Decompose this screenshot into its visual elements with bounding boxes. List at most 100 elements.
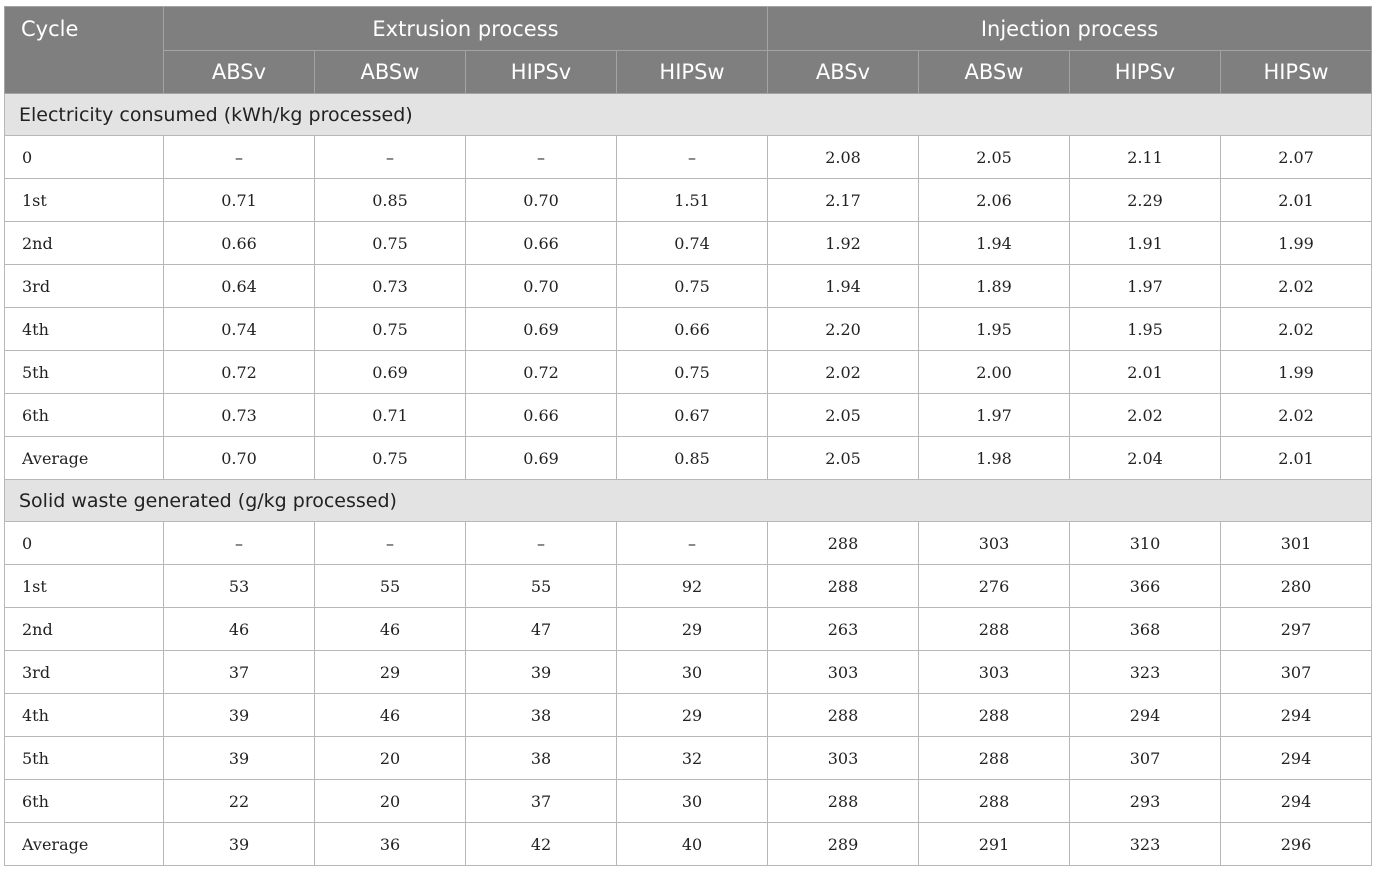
column-header: HIPSv — [1069, 50, 1221, 94]
value-cell: 2.29 — [1069, 178, 1221, 222]
cycle-label: 1st — [4, 178, 164, 222]
cycle-label: 0 — [4, 521, 164, 565]
value-cell: 2.02 — [1069, 393, 1221, 437]
value-cell: – — [465, 135, 617, 179]
section-title: Solid waste generated (g/kg processed) — [3, 479, 1373, 522]
value-cell: 288 — [767, 521, 919, 565]
value-cell: 1.97 — [1069, 264, 1221, 308]
value-cell: – — [616, 521, 768, 565]
value-cell: 288 — [918, 736, 1070, 780]
value-cell: 288 — [767, 779, 919, 823]
table-row: Average 0.70 0.75 0.69 0.85 2.05 1.98 2.04 2.01 — [4, 436, 1373, 480]
value-cell: 294 — [1219, 693, 1373, 737]
value-cell: 294 — [1219, 736, 1373, 780]
value-cell: 2.05 — [918, 135, 1070, 179]
value-cell: 310 — [1069, 521, 1221, 565]
value-cell: 1.95 — [918, 307, 1070, 351]
cycle-label: 1st — [4, 564, 164, 608]
value-cell: 40 — [616, 822, 768, 866]
value-cell: 276 — [918, 564, 1070, 608]
value-cell: 53 — [163, 564, 315, 608]
value-cell: 39 — [163, 693, 315, 737]
value-cell: 0.85 — [314, 178, 466, 222]
cycle-label: 6th — [4, 779, 164, 823]
value-cell: 2.01 — [1069, 350, 1221, 394]
value-cell: 2.05 — [767, 393, 919, 437]
value-cell: – — [314, 135, 466, 179]
value-cell: 293 — [1069, 779, 1221, 823]
cycle-label: 0 — [4, 135, 164, 179]
value-cell: 46 — [314, 693, 466, 737]
value-cell: 2.00 — [918, 350, 1070, 394]
value-cell: 263 — [767, 607, 919, 651]
value-cell: 0.64 — [163, 264, 315, 308]
table-row: 1st 53 55 55 92 288 276 366 280 — [4, 564, 1373, 608]
value-cell: 0.66 — [163, 221, 315, 265]
column-header: HIPSw — [1219, 50, 1373, 94]
value-cell: 366 — [1069, 564, 1221, 608]
value-cell: 301 — [1219, 521, 1373, 565]
value-cell: 2.01 — [1219, 178, 1373, 222]
value-cell: 2.11 — [1069, 135, 1221, 179]
value-cell: 288 — [918, 607, 1070, 651]
table-row: 2nd 46 46 47 29 263 288 368 297 — [4, 607, 1373, 651]
value-cell: 0.75 — [314, 307, 466, 351]
value-cell: 36 — [314, 822, 466, 866]
value-cell: – — [314, 521, 466, 565]
value-cell: – — [163, 135, 315, 179]
value-cell: 0.75 — [314, 436, 466, 480]
value-cell: 2.06 — [918, 178, 1070, 222]
table-row: 3rd 0.64 0.73 0.70 0.75 1.94 1.89 1.97 2.02 — [4, 264, 1373, 308]
value-cell: 37 — [163, 650, 315, 694]
table-row: 4th 39 46 38 29 288 288 294 294 — [4, 693, 1373, 737]
column-header: ABSv — [163, 50, 315, 94]
value-cell: 280 — [1219, 564, 1373, 608]
value-cell: 0.69 — [314, 350, 466, 394]
value-cell: 297 — [1219, 607, 1373, 651]
value-cell: 0.72 — [163, 350, 315, 394]
value-cell: 2.02 — [767, 350, 919, 394]
cycle-label: 5th — [4, 350, 164, 394]
value-cell: 294 — [1219, 779, 1373, 823]
value-cell: 1.94 — [918, 221, 1070, 265]
value-cell: 288 — [767, 693, 919, 737]
value-cell: 2.02 — [1219, 264, 1373, 308]
value-cell: 38 — [465, 693, 617, 737]
value-cell: 2.05 — [767, 436, 919, 480]
value-cell: 22 — [163, 779, 315, 823]
cycle-label: 4th — [4, 693, 164, 737]
value-cell: 2.02 — [1219, 307, 1373, 351]
cycle-label: Average — [4, 822, 164, 866]
extrusion-process-header: Extrusion process — [163, 6, 768, 51]
value-cell: 294 — [1069, 693, 1221, 737]
value-cell: 0.66 — [616, 307, 768, 351]
value-cell: 29 — [314, 650, 466, 694]
value-cell: 0.72 — [465, 350, 617, 394]
value-cell: 32 — [616, 736, 768, 780]
value-cell: 0.69 — [465, 436, 617, 480]
value-cell: 0.70 — [163, 436, 315, 480]
value-cell: 0.71 — [314, 393, 466, 437]
value-cell: 39 — [465, 650, 617, 694]
cycle-label: 3rd — [4, 650, 164, 694]
value-cell: 0.75 — [616, 350, 768, 394]
value-cell: 288 — [918, 693, 1070, 737]
value-cell: 1.95 — [1069, 307, 1221, 351]
value-cell: 37 — [465, 779, 617, 823]
header-row-columns: ABSv ABSw HIPSv HIPSw ABSv ABSw HIPSv HI… — [5, 50, 1373, 94]
value-cell: 1.89 — [918, 264, 1070, 308]
value-cell: 303 — [767, 650, 919, 694]
table-row: 0– – – –2.08 2.05 2.11 2.07 — [4, 135, 1373, 179]
value-cell: 2.07 — [1219, 135, 1373, 179]
injection-process-header: Injection process — [766, 6, 1373, 51]
column-header: ABSv — [767, 50, 919, 94]
value-cell: 2.08 — [767, 135, 919, 179]
value-cell: 307 — [1069, 736, 1221, 780]
table-row: 6th 0.73 0.71 0.66 0.67 2.05 1.97 2.02 2.02 — [4, 393, 1373, 437]
value-cell: 0.73 — [314, 264, 466, 308]
value-cell: – — [163, 521, 315, 565]
value-cell: 2.04 — [1069, 436, 1221, 480]
cycle-label: 6th — [4, 393, 164, 437]
data-table: Cycle Extrusion process Injection proces… — [3, 6, 1373, 866]
value-cell: 2.17 — [767, 178, 919, 222]
